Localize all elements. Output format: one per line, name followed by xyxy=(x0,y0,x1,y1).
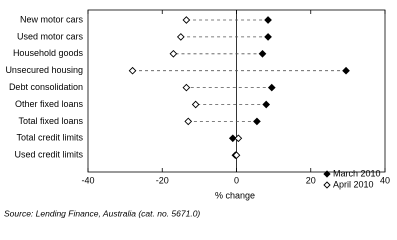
legend-label: April 2010 xyxy=(333,179,374,189)
dot-marker xyxy=(267,83,276,92)
y-tick-label: New motor cars xyxy=(20,14,84,24)
dot-marker xyxy=(184,117,193,126)
y-tick-label: Unsecured housing xyxy=(5,65,83,75)
x-axis-label: % change xyxy=(215,190,255,200)
dot-marker xyxy=(264,16,272,24)
x-tick-label: 0 xyxy=(234,175,239,185)
dot-marker xyxy=(128,66,137,75)
x-tick-label: 20 xyxy=(306,175,316,185)
x-tick-label: -40 xyxy=(81,175,94,185)
dot-marker xyxy=(228,134,237,143)
dot-marker xyxy=(262,100,271,109)
dot-marker xyxy=(264,33,272,41)
y-tick-label: Other fixed loans xyxy=(15,99,84,109)
dot-marker xyxy=(234,134,243,143)
y-tick-label: Total credit limits xyxy=(16,133,83,143)
y-tick-label: Used motor cars xyxy=(17,31,84,41)
dot-marker xyxy=(232,151,241,160)
dot-marker xyxy=(258,49,267,58)
dot-marker xyxy=(182,83,191,92)
legend-marker xyxy=(323,181,331,189)
legend-label: March 2010 xyxy=(333,168,381,178)
dot-marker xyxy=(342,66,350,75)
x-tick-label: -20 xyxy=(156,175,169,185)
y-tick-label: Used credit limits xyxy=(14,150,83,160)
y-tick-label: Debt consolidation xyxy=(9,82,83,92)
dot-marker xyxy=(253,117,261,126)
y-tick-label: Total fixed loans xyxy=(18,116,83,126)
chart: % change Source: Lending Finance, Austra… xyxy=(4,9,390,218)
legend-marker xyxy=(323,170,331,178)
dot-marker xyxy=(191,100,200,109)
x-tick-label: 40 xyxy=(380,175,390,185)
dot-marker xyxy=(182,16,191,24)
dot-marker xyxy=(169,49,178,58)
y-tick-label: Household goods xyxy=(13,48,84,58)
source-note: Source: Lending Finance, Australia (cat.… xyxy=(4,208,200,218)
dot-marker xyxy=(176,33,185,41)
